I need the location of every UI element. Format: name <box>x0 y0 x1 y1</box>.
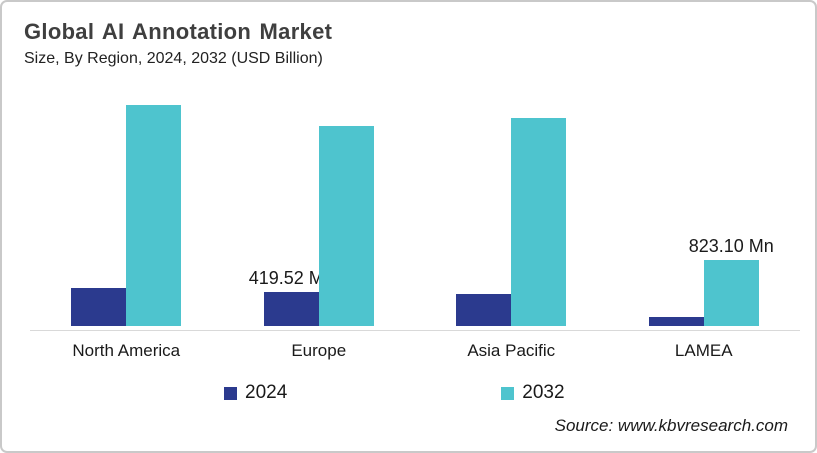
legend-entry-2032: 2032 <box>501 382 565 404</box>
legend-swatch-icon <box>224 386 237 400</box>
chart-subtitle: Size, By Region, 2024, 2032 (USD Billion… <box>24 50 323 67</box>
bar-2024-europe <box>263 292 319 326</box>
x-axis-line <box>30 330 800 331</box>
bar-2032-north-america <box>126 105 182 326</box>
data-label-2024-europe: 419.52 Mn <box>248 268 334 289</box>
bar-2032-asia-pacific <box>511 117 567 326</box>
source-attribution: Source: www.kbvresearch.com <box>554 416 788 435</box>
legend: 2024 2032 <box>224 382 565 404</box>
data-label-2032-lamea: 823.10 Mn <box>688 236 774 257</box>
x-axis-label-asia-pacific: Asia Pacific <box>467 341 556 360</box>
chart-header: Global AI Annotation Market Size, By Reg… <box>24 19 332 68</box>
x-axis-label-lamea: LAMEA <box>674 341 733 360</box>
bar-2024-lamea <box>648 317 704 326</box>
legend-label: 2032 <box>522 382 565 403</box>
x-axis-label-europe: Europe <box>291 341 347 360</box>
bar-2032-lamea <box>703 260 759 326</box>
bar-2024-asia-pacific <box>456 294 512 326</box>
bar-2024-north-america <box>71 288 127 326</box>
legend-label: 2024 <box>245 382 288 403</box>
legend-entry-2024: 2024 <box>224 382 287 404</box>
bar-2032-europe <box>318 125 374 326</box>
chart-title: Global AI Annotation Market <box>24 19 333 44</box>
x-axis-label-north-america: North America <box>72 341 181 360</box>
legend-swatch-icon <box>501 386 515 400</box>
